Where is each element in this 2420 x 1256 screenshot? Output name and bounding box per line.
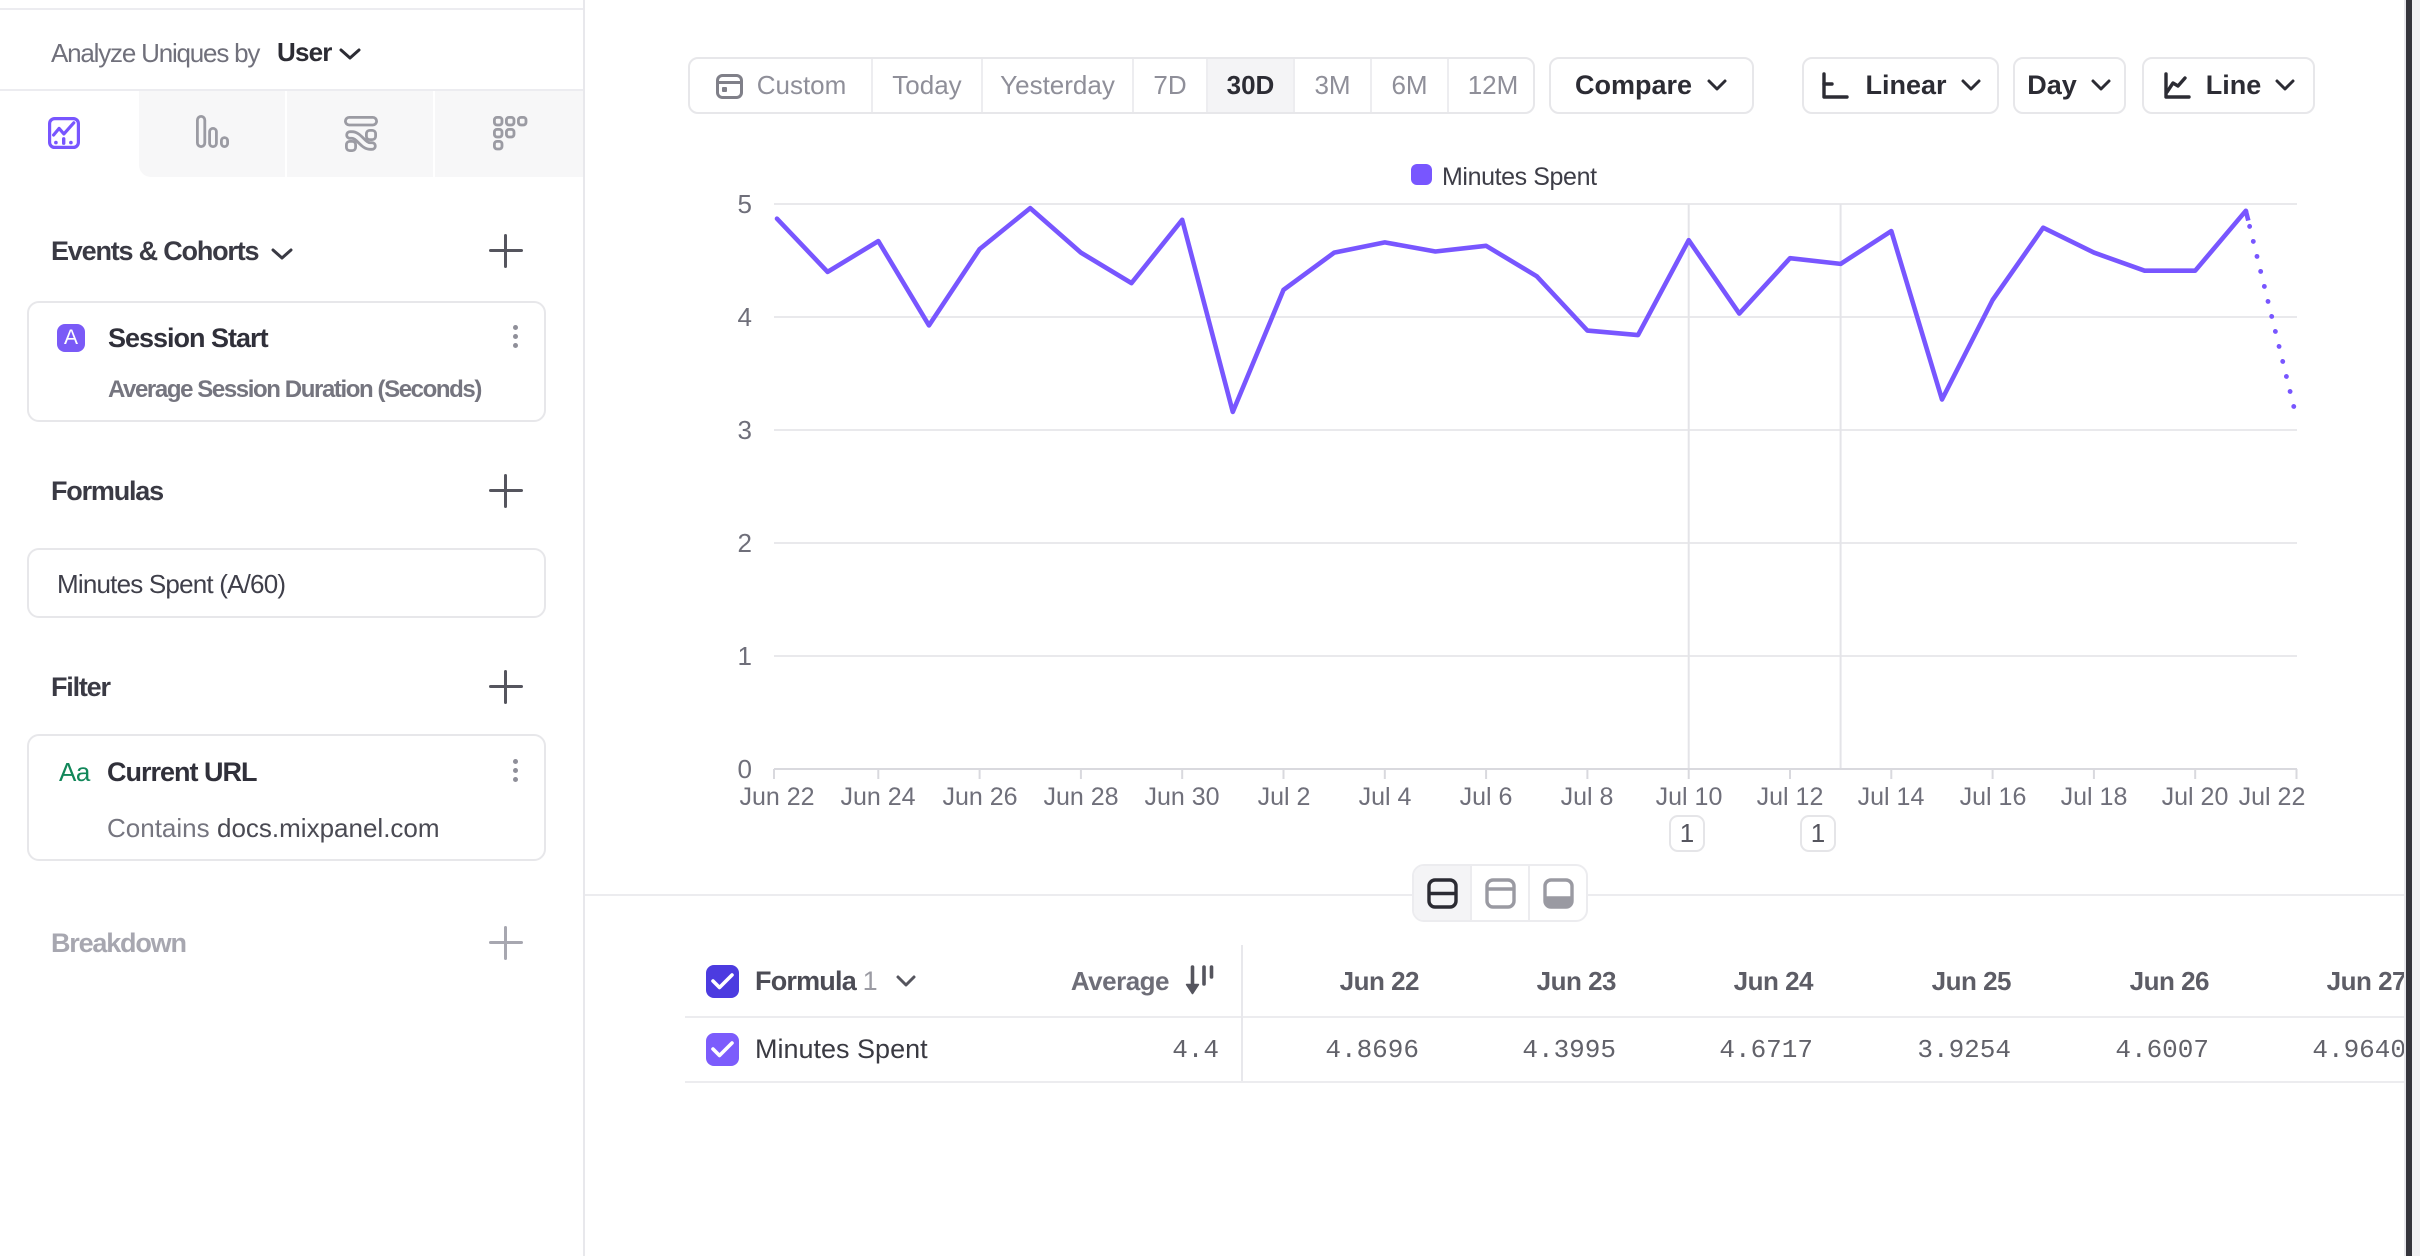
svg-text:Jun 26: Jun 26	[942, 783, 1017, 811]
svg-text:1: 1	[738, 641, 752, 671]
svg-text:Jul 14: Jul 14	[1858, 783, 1925, 811]
svg-text:Jun 28: Jun 28	[1043, 783, 1118, 811]
svg-text:0: 0	[738, 754, 752, 784]
svg-text:Jul 8: Jul 8	[1561, 783, 1614, 811]
svg-text:4: 4	[738, 302, 752, 332]
svg-text:Jun 30: Jun 30	[1144, 783, 1219, 811]
svg-text:Jul 22: Jul 22	[2239, 783, 2306, 811]
svg-text:Jun 22: Jun 22	[739, 783, 814, 811]
svg-text:3: 3	[738, 415, 752, 445]
svg-text:Jul 12: Jul 12	[1757, 783, 1824, 811]
svg-text:Jun 24: Jun 24	[840, 783, 915, 811]
svg-text:Jul 10: Jul 10	[1656, 783, 1723, 811]
svg-text:Jul 4: Jul 4	[1359, 783, 1412, 811]
svg-text:Jul 20: Jul 20	[2162, 783, 2229, 811]
svg-text:5: 5	[738, 189, 752, 219]
svg-text:Jul 16: Jul 16	[1960, 783, 2027, 811]
svg-text:Jul 6: Jul 6	[1460, 783, 1513, 811]
svg-text:Jul 18: Jul 18	[2061, 783, 2128, 811]
svg-text:Jul 2: Jul 2	[1258, 783, 1311, 811]
svg-text:2: 2	[738, 528, 752, 558]
